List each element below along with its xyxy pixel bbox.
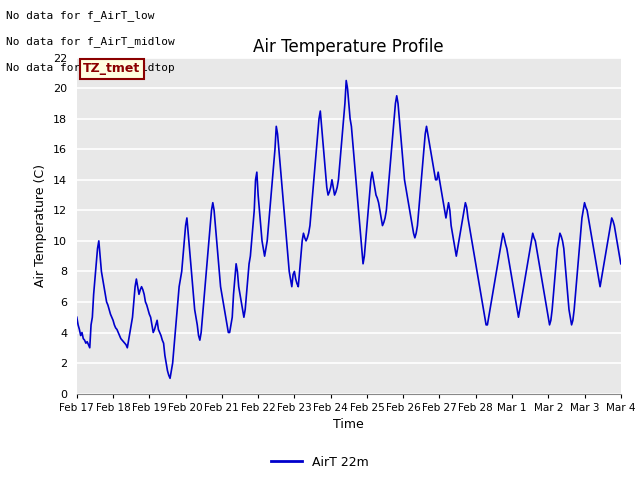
Legend: AirT 22m: AirT 22m (266, 451, 374, 474)
Text: No data for f_AirT_low: No data for f_AirT_low (6, 10, 155, 21)
Text: No data for f_AirT_midlow: No data for f_AirT_midlow (6, 36, 175, 47)
Text: No data for f_AirT_midtop: No data for f_AirT_midtop (6, 62, 175, 73)
Y-axis label: Air Temperature (C): Air Temperature (C) (35, 164, 47, 287)
Text: TZ_tmet: TZ_tmet (83, 62, 140, 75)
Title: Air Temperature Profile: Air Temperature Profile (253, 38, 444, 56)
X-axis label: Time: Time (333, 418, 364, 431)
